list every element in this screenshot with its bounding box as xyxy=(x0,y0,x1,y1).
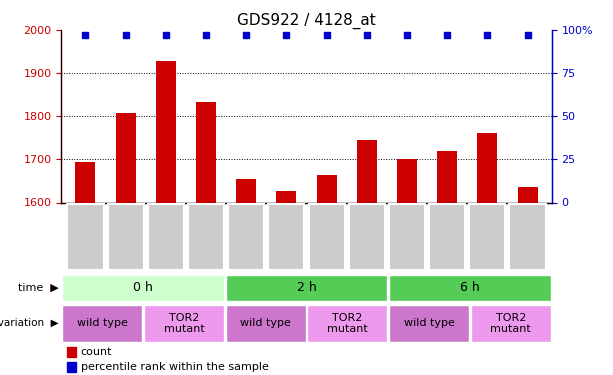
Bar xyxy=(236,179,256,203)
Text: genotype/variation  ▶: genotype/variation ▶ xyxy=(0,318,59,328)
Point xyxy=(322,32,332,38)
Bar xyxy=(156,61,176,202)
FancyBboxPatch shape xyxy=(148,204,184,270)
FancyBboxPatch shape xyxy=(188,204,224,270)
FancyBboxPatch shape xyxy=(308,204,345,270)
Point xyxy=(201,32,211,38)
Bar xyxy=(316,176,337,202)
Point xyxy=(121,32,131,38)
Point xyxy=(482,32,492,38)
Point xyxy=(161,32,170,38)
Bar xyxy=(478,133,497,202)
Bar xyxy=(357,140,377,202)
Bar xyxy=(196,102,216,202)
FancyBboxPatch shape xyxy=(62,274,224,301)
Text: time  ▶: time ▶ xyxy=(18,283,59,293)
FancyBboxPatch shape xyxy=(268,204,305,270)
Point xyxy=(523,32,533,38)
FancyBboxPatch shape xyxy=(471,305,551,342)
FancyBboxPatch shape xyxy=(226,274,387,301)
FancyBboxPatch shape xyxy=(144,305,224,342)
Bar xyxy=(67,362,77,372)
FancyBboxPatch shape xyxy=(349,204,385,270)
Text: 6 h: 6 h xyxy=(460,281,480,294)
Text: wild type: wild type xyxy=(240,318,291,328)
FancyBboxPatch shape xyxy=(62,305,142,342)
Text: 2 h: 2 h xyxy=(297,281,316,294)
Text: 0 h: 0 h xyxy=(133,281,153,294)
FancyBboxPatch shape xyxy=(228,204,264,270)
Point xyxy=(281,32,291,38)
Text: TOR2
mutant: TOR2 mutant xyxy=(164,313,204,334)
Text: wild type: wild type xyxy=(77,318,128,328)
Text: TOR2
mutant: TOR2 mutant xyxy=(490,313,531,334)
FancyBboxPatch shape xyxy=(307,305,387,342)
Point xyxy=(402,32,412,38)
Text: count: count xyxy=(80,347,112,357)
FancyBboxPatch shape xyxy=(67,204,104,270)
Bar xyxy=(397,159,417,202)
Point xyxy=(362,32,371,38)
FancyBboxPatch shape xyxy=(389,274,551,301)
Bar xyxy=(116,113,135,202)
Point xyxy=(443,32,452,38)
Title: GDS922 / 4128_at: GDS922 / 4128_at xyxy=(237,12,376,28)
Text: percentile rank within the sample: percentile rank within the sample xyxy=(80,362,268,372)
Bar xyxy=(67,347,77,357)
FancyBboxPatch shape xyxy=(429,204,465,270)
FancyBboxPatch shape xyxy=(389,204,425,270)
Point xyxy=(80,32,90,38)
Bar xyxy=(517,188,538,202)
Bar xyxy=(75,162,96,202)
Text: TOR2
mutant: TOR2 mutant xyxy=(327,313,368,334)
FancyBboxPatch shape xyxy=(470,204,506,270)
FancyBboxPatch shape xyxy=(226,305,306,342)
FancyBboxPatch shape xyxy=(389,305,469,342)
Bar xyxy=(437,151,457,202)
Text: wild type: wild type xyxy=(404,318,454,328)
Bar xyxy=(276,191,297,202)
FancyBboxPatch shape xyxy=(509,204,546,270)
FancyBboxPatch shape xyxy=(107,204,143,270)
Point xyxy=(242,32,251,38)
